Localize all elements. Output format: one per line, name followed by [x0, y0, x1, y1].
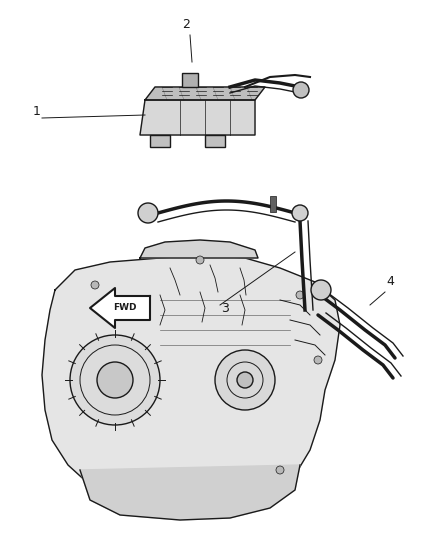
Polygon shape — [80, 465, 300, 520]
Circle shape — [91, 281, 99, 289]
Circle shape — [215, 350, 275, 410]
Text: 4: 4 — [386, 275, 394, 288]
Circle shape — [138, 203, 158, 223]
Circle shape — [311, 280, 331, 300]
Polygon shape — [145, 87, 265, 100]
Circle shape — [296, 291, 304, 299]
Circle shape — [237, 372, 253, 388]
Bar — [205, 135, 225, 147]
Bar — [270, 196, 276, 212]
Polygon shape — [140, 100, 255, 135]
Bar — [150, 135, 170, 147]
Circle shape — [292, 205, 308, 221]
Text: 2: 2 — [182, 18, 190, 31]
Polygon shape — [90, 288, 150, 328]
Circle shape — [196, 256, 204, 264]
Text: FWD: FWD — [113, 303, 137, 312]
Polygon shape — [42, 255, 340, 515]
Text: 1: 1 — [33, 105, 41, 118]
Text: 3: 3 — [221, 302, 229, 315]
Circle shape — [293, 82, 309, 98]
Circle shape — [314, 356, 322, 364]
Circle shape — [70, 335, 160, 425]
Polygon shape — [140, 240, 258, 258]
Circle shape — [97, 362, 133, 398]
Circle shape — [276, 466, 284, 474]
Bar — [182, 73, 198, 87]
